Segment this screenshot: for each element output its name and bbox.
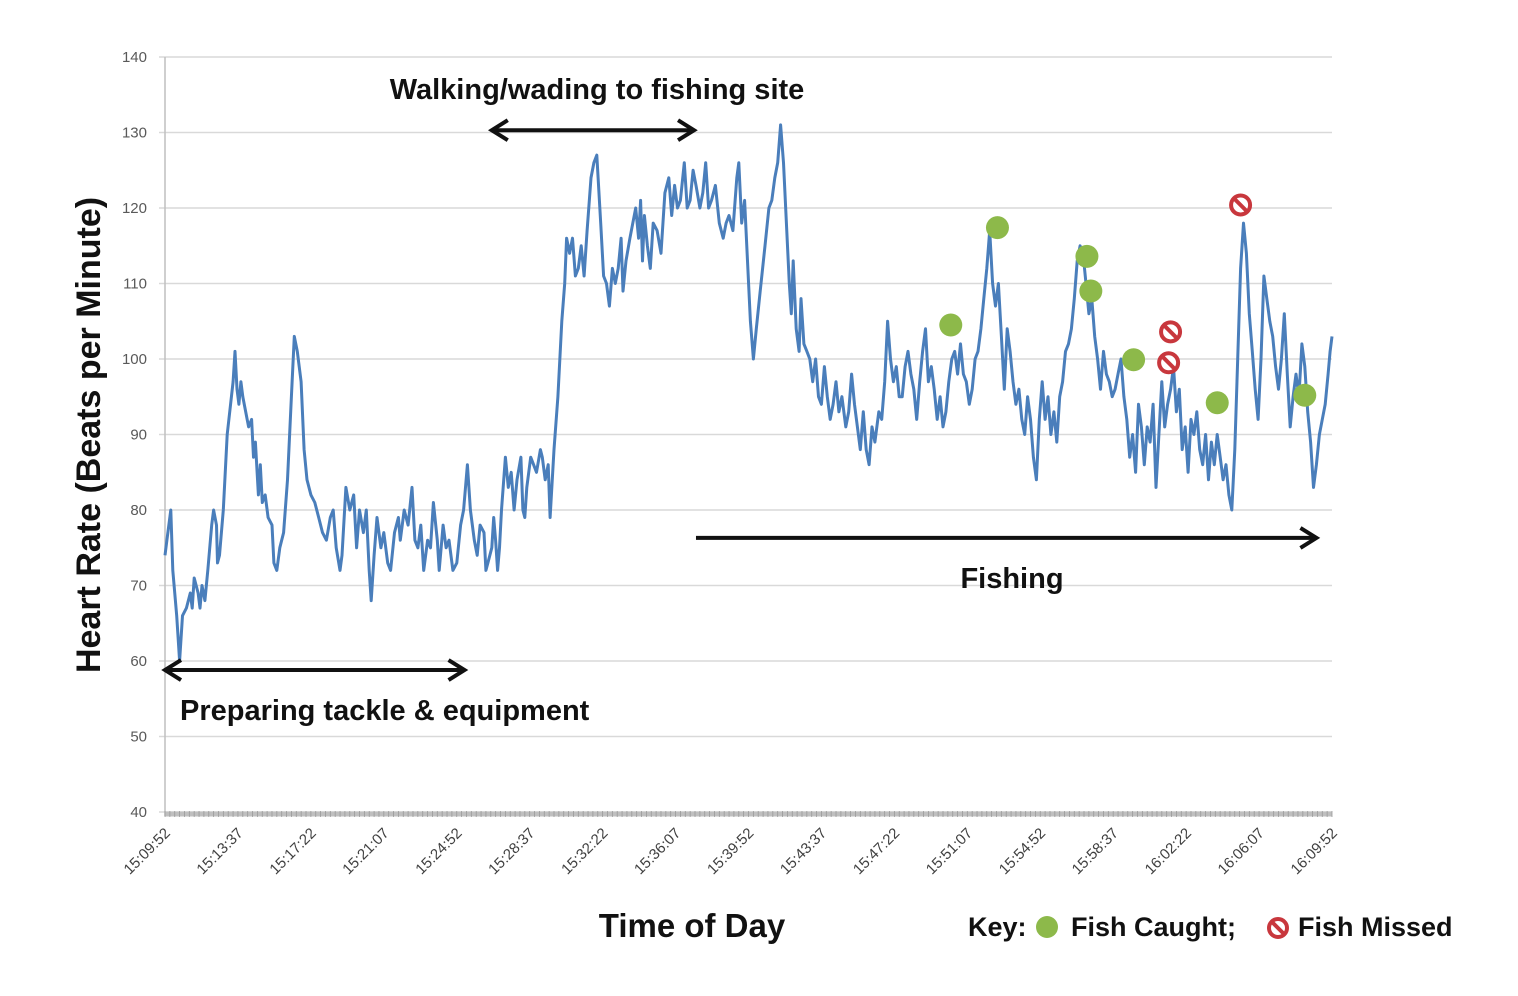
fish-caught-marker bbox=[1293, 383, 1317, 407]
x-tick-label: 15:28:37 bbox=[485, 825, 538, 878]
y-tick-labels: 40 50 60 70 80 90 100 110 120 130 140 bbox=[122, 49, 147, 821]
fish-caught-marker bbox=[1122, 348, 1146, 372]
annotation-label: Fishing bbox=[960, 563, 1063, 595]
x-tick-labels: 15:09:52 15:13:37 15:17:22 15:21:07 15:24:52… bbox=[121, 825, 1341, 878]
x-tick-label: 15:17:22 bbox=[266, 825, 319, 878]
fish-missed-marker bbox=[1229, 193, 1253, 217]
x-tick-label: 15:36:07 bbox=[631, 825, 684, 878]
y-tick-label: 90 bbox=[130, 427, 147, 444]
legend: Key: Fish Caught; Fish Missed bbox=[968, 912, 1453, 942]
x-tick-label: 15:47:22 bbox=[850, 825, 903, 878]
annotation-arrow bbox=[487, 118, 698, 142]
fish-caught-marker bbox=[939, 313, 963, 337]
annotation-label: Preparing tackle & equipment bbox=[180, 695, 590, 727]
legend-fish-missed-label: Fish Missed bbox=[1298, 912, 1453, 942]
x-tick-label: 15:43:37 bbox=[777, 825, 830, 878]
y-axis-label: Heart Rate (Beats per Minute) bbox=[70, 197, 108, 673]
x-tick-label: 15:58:37 bbox=[1069, 825, 1122, 878]
x-tick-label: 15:51:07 bbox=[923, 825, 976, 878]
legend-fish-caught-label: Fish Caught; bbox=[1071, 912, 1236, 942]
x-axis bbox=[164, 811, 1333, 817]
x-tick-label: 15:21:07 bbox=[339, 825, 392, 878]
annotation-arrow bbox=[161, 658, 469, 682]
y-tick-label: 40 bbox=[130, 804, 147, 821]
annotation-label: Walking/wading to fishing site bbox=[390, 74, 805, 106]
y-tick-label: 60 bbox=[130, 653, 147, 670]
x-tick-label: 16:02:22 bbox=[1142, 825, 1195, 878]
x-tick-label: 15:39:52 bbox=[704, 825, 757, 878]
event-markers bbox=[939, 193, 1317, 415]
series-line-heart-rate bbox=[163, 123, 1334, 663]
y-tick-label: 130 bbox=[122, 125, 147, 142]
legend-fish-missed-icon bbox=[1267, 917, 1289, 939]
fish-missed-marker bbox=[1157, 351, 1181, 375]
x-tick-label: 15:54:52 bbox=[996, 825, 1049, 878]
annotation-arrow bbox=[695, 526, 1321, 550]
x-axis-label: Time of Day bbox=[599, 907, 786, 944]
legend-key-prefix: Key: bbox=[968, 912, 1027, 942]
y-tick-label: 110 bbox=[123, 276, 147, 293]
x-tick-label: 15:32:22 bbox=[558, 825, 611, 878]
y-tick-label: 100 bbox=[122, 351, 147, 368]
fish-caught-marker bbox=[985, 216, 1009, 240]
y-tick-label: 120 bbox=[122, 200, 147, 217]
x-tick-label: 15:24:52 bbox=[412, 825, 465, 878]
legend-fish-caught-icon bbox=[1036, 916, 1058, 938]
fish-caught-marker bbox=[1205, 391, 1229, 415]
y-tick-label: 50 bbox=[130, 729, 147, 746]
y-tick-label: 80 bbox=[130, 502, 147, 519]
x-tick-label: 16:09:52 bbox=[1288, 825, 1341, 878]
fish-caught-marker bbox=[1075, 244, 1099, 268]
x-tick-label: 15:13:37 bbox=[193, 825, 246, 878]
y-tick-label: 140 bbox=[122, 49, 147, 66]
x-tick-label: 16:06:07 bbox=[1215, 825, 1268, 878]
y-tick-label: 70 bbox=[130, 578, 147, 595]
x-tick-label: 15:09:52 bbox=[121, 825, 174, 878]
fish-missed-marker bbox=[1159, 320, 1183, 344]
phase-annotations: Walking/wading to fishing site Preparing … bbox=[161, 74, 1321, 727]
fish-caught-marker bbox=[1079, 279, 1103, 303]
